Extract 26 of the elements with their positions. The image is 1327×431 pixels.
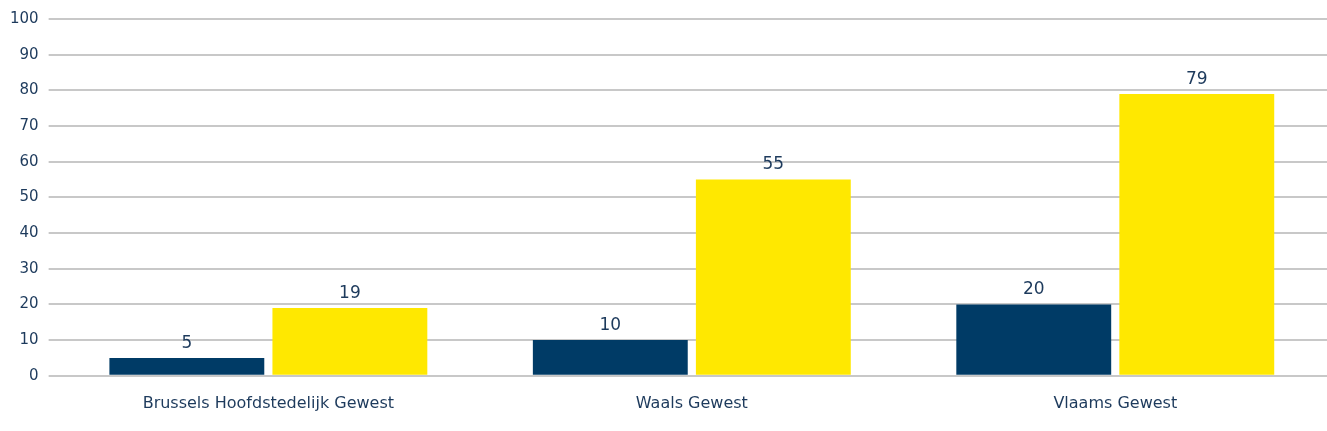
bar — [272, 308, 428, 375]
y-tick-label: 60 — [19, 151, 39, 170]
y-tick-label: 90 — [19, 44, 39, 63]
y-tick-label: 70 — [19, 115, 39, 134]
y-tick-label: 100 — [9, 8, 39, 27]
y-tick-label: 10 — [19, 330, 39, 349]
bar — [109, 357, 265, 375]
bar — [532, 340, 688, 375]
data-label: 10 — [599, 314, 622, 335]
y-tick-label: 80 — [19, 80, 39, 99]
y-tick-label: 30 — [19, 258, 39, 277]
x-tick-label: Brussels Hoofdstedelijk Gewest — [142, 392, 395, 412]
data-label: 19 — [339, 281, 361, 302]
bar — [956, 304, 1112, 375]
x-tick-label: Waals Gewest — [635, 392, 748, 412]
y-tick-label: 0 — [29, 365, 39, 384]
bar — [695, 179, 851, 375]
data-label: 20 — [1022, 278, 1045, 299]
y-tick-label: 50 — [19, 187, 39, 206]
data-label: 79 — [1185, 67, 1208, 88]
bar — [1119, 93, 1275, 375]
data-label: 55 — [762, 153, 785, 174]
y-tick-label: 40 — [19, 222, 39, 241]
data-label: 5 — [181, 331, 193, 352]
y-tick-label: 20 — [19, 294, 39, 313]
x-tick-label: Vlaams Gewest — [1053, 392, 1178, 412]
